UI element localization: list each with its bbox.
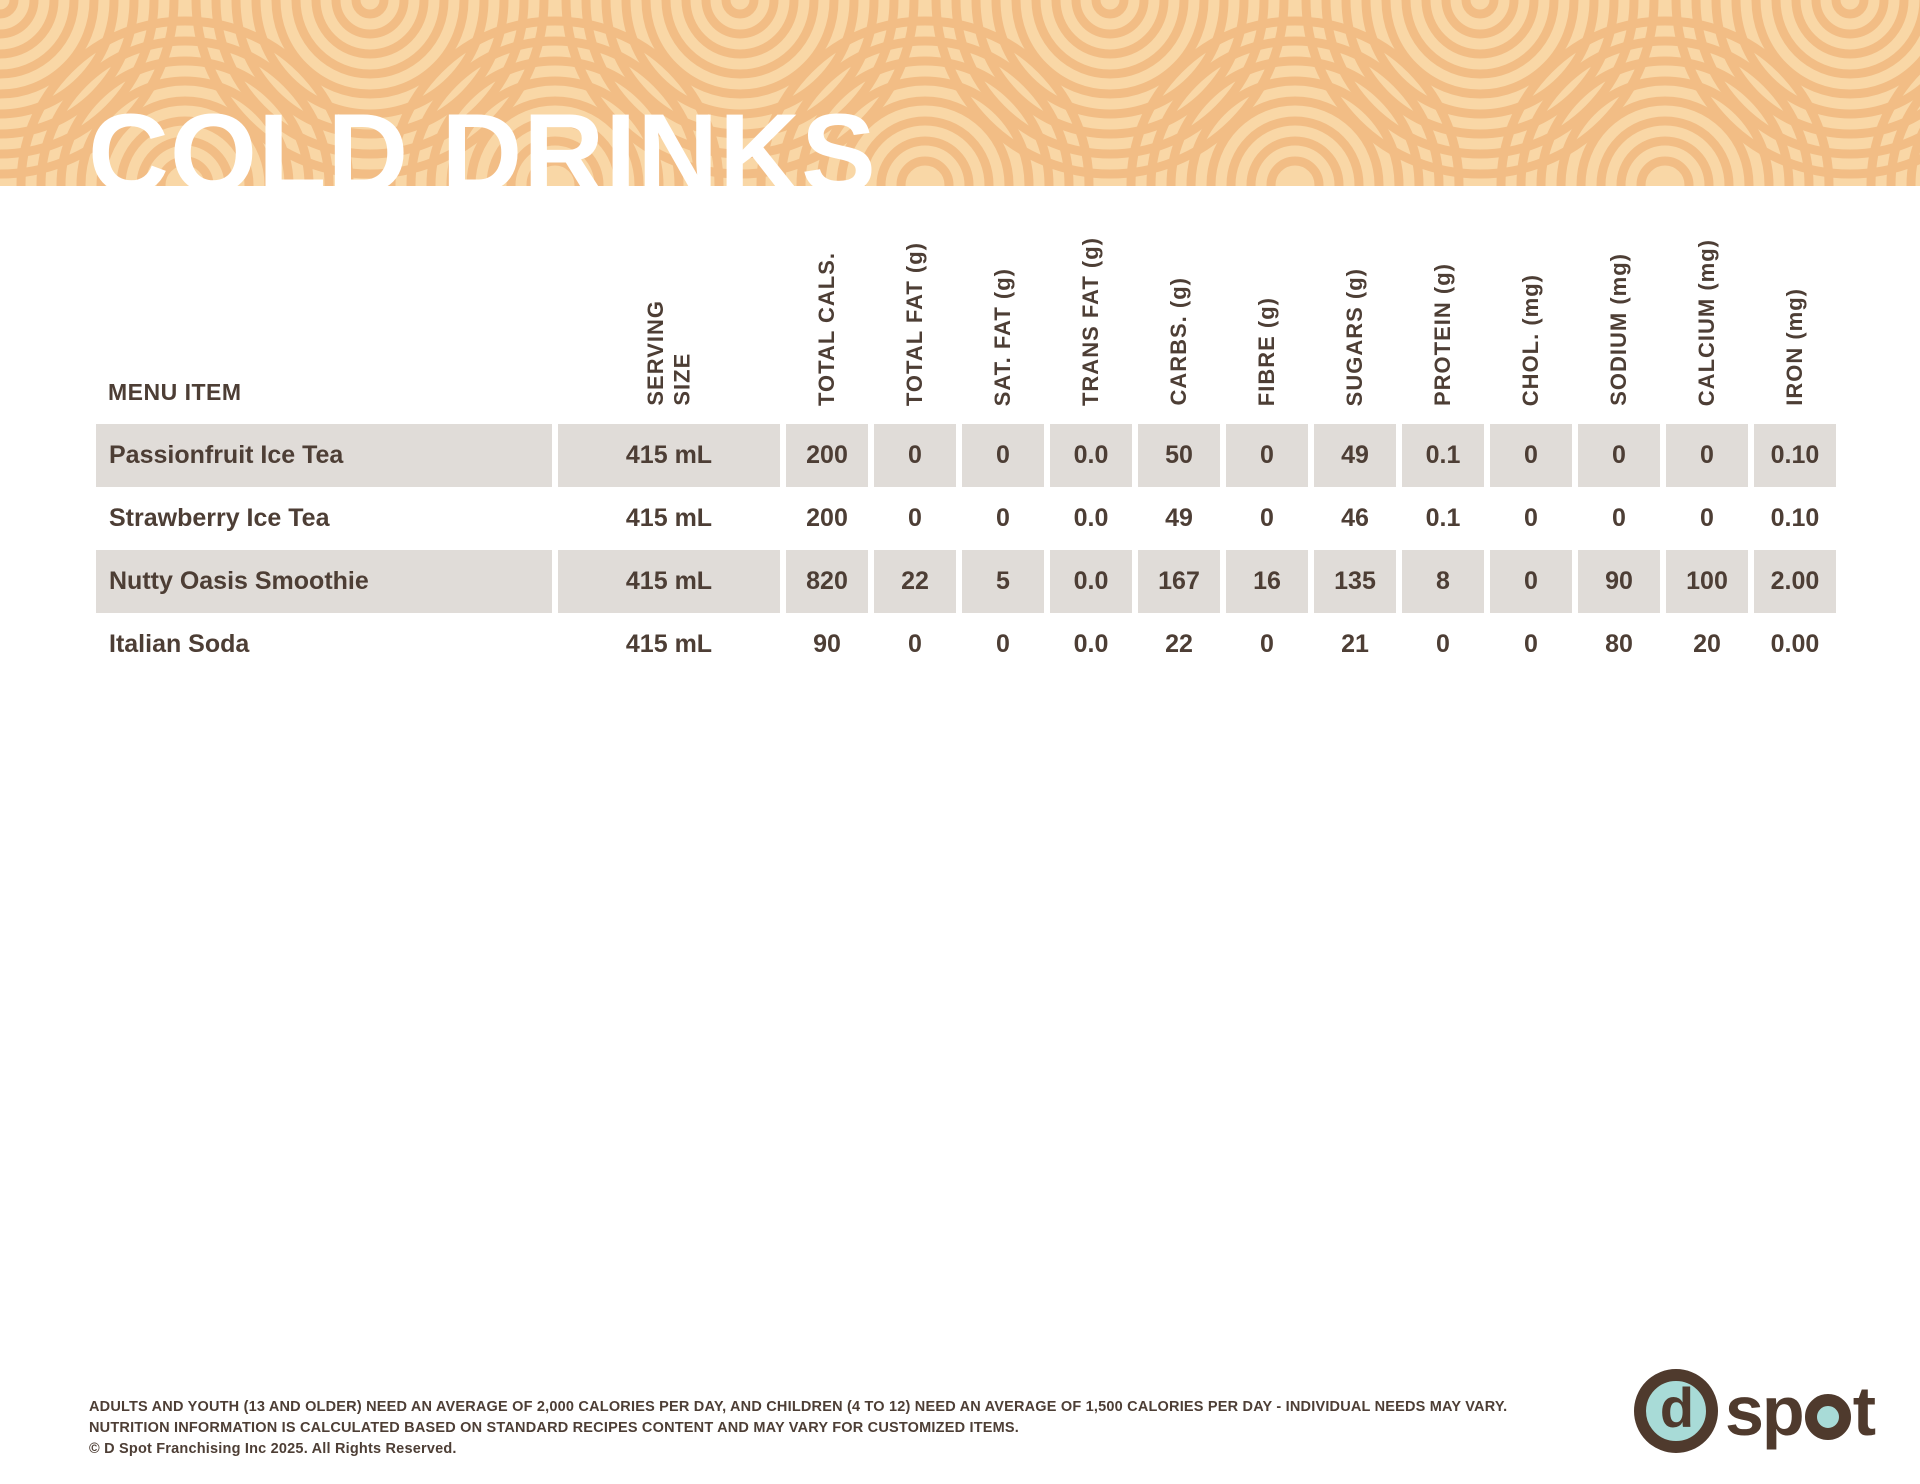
value-cell: 2.00 xyxy=(1754,550,1836,613)
logo-text-t: t xyxy=(1852,1372,1876,1450)
copyright-line: © D Spot Franchising Inc 2025. All Right… xyxy=(89,1441,457,1457)
value-cell: 46 xyxy=(1341,504,1369,532)
value-cell: 0.0 xyxy=(1073,630,1109,658)
value-cell: 90 xyxy=(813,630,841,658)
logo-d-circle-icon: d xyxy=(1634,1369,1718,1453)
value-cell: 0 xyxy=(1260,630,1274,658)
value-cell: 415 mL xyxy=(558,424,780,487)
value-cell: 0 xyxy=(1490,550,1572,613)
column-header-label: PROTEIN (g) xyxy=(1429,263,1455,406)
column-header-label: CHOL. (mg) xyxy=(1517,273,1543,406)
column-header-fibre: FIBRE (g) xyxy=(1226,222,1308,424)
value-cell: 0 xyxy=(1436,630,1450,658)
value-cell: 200 xyxy=(806,504,848,532)
value-cell: 5 xyxy=(962,550,1044,613)
value-cell: 90 xyxy=(1578,550,1660,613)
menu-item-cell: Italian Soda xyxy=(109,630,250,658)
value-cell: 135 xyxy=(1314,550,1396,613)
header-band: COLD DRINKS xyxy=(0,0,1920,186)
value-cell: 167 xyxy=(1138,550,1220,613)
column-header-menu-item: MENU ITEM xyxy=(96,222,552,424)
column-header-label: CARBS. (g) xyxy=(1165,277,1191,406)
value-cell: 0.00 xyxy=(1770,630,1820,658)
value-cell: 0 xyxy=(908,504,922,532)
value-cell: 0 xyxy=(962,424,1044,487)
value-cell: 0.1 xyxy=(1425,504,1461,532)
value-cell: 0 xyxy=(874,424,956,487)
menu-item-cell: Strawberry Ice Tea xyxy=(109,504,330,532)
value-cell: 0 xyxy=(1226,424,1308,487)
value-cell: 100 xyxy=(1666,550,1748,613)
column-header-label: FIBRE (g) xyxy=(1253,296,1279,406)
value-cell: 21 xyxy=(1341,630,1369,658)
value-cell: 0 xyxy=(1524,630,1538,658)
column-header-label: CALCIUM (mg) xyxy=(1693,238,1719,406)
column-header-calcium: CALCIUM (mg) xyxy=(1666,222,1748,424)
value-cell: 415 mL xyxy=(625,630,713,658)
disclaimer-line-1: ADULTS AND YOUTH (13 AND OLDER) NEED AN … xyxy=(89,1399,1508,1415)
column-header-carbs: CARBS. (g) xyxy=(1138,222,1220,424)
column-header-sodium: SODIUM (mg) xyxy=(1578,222,1660,424)
value-cell: 0 xyxy=(1700,504,1714,532)
column-header-label: IRON (mg) xyxy=(1781,288,1807,406)
value-cell: 49 xyxy=(1165,504,1193,532)
footer-disclaimer: ADULTS AND YOUTH (13 AND OLDER) NEED AN … xyxy=(89,1397,1507,1460)
value-cell: 0.0 xyxy=(1050,424,1132,487)
value-cell: 16 xyxy=(1226,550,1308,613)
value-cell: 50 xyxy=(1138,424,1220,487)
column-header-total-fat: TOTAL FAT (g) xyxy=(874,222,956,424)
value-cell: 0.10 xyxy=(1770,504,1820,532)
column-header-iron: IRON (mg) xyxy=(1754,222,1836,424)
value-cell: 415 mL xyxy=(558,550,780,613)
value-cell: 0 xyxy=(1260,504,1274,532)
swirl-pattern-icon xyxy=(0,0,1920,186)
logo-wordmark: sp t xyxy=(1725,1376,1876,1446)
menu-item-cell: Passionfruit Ice Tea xyxy=(96,424,552,487)
value-cell: 0 xyxy=(1524,504,1538,532)
column-header-trans-fat: TRANS FAT (g) xyxy=(1050,222,1132,424)
column-header-label: SODIUM (mg) xyxy=(1605,253,1631,406)
column-header-label: SERVING SIZE xyxy=(642,300,694,406)
column-header-protein: PROTEIN (g) xyxy=(1402,222,1484,424)
nutrition-table: MENU ITEM SERVING SIZE TOTAL CALS. TOTAL… xyxy=(96,222,1836,676)
value-cell: 8 xyxy=(1402,550,1484,613)
value-cell: 0 xyxy=(996,504,1010,532)
column-header-chol: CHOL. (mg) xyxy=(1490,222,1572,424)
disclaimer-line-2: NUTRITION INFORMATION IS CALCULATED BASE… xyxy=(89,1420,1020,1436)
value-cell: 22 xyxy=(1165,630,1193,658)
value-cell: 0 xyxy=(1666,424,1748,487)
value-cell: 0 xyxy=(908,630,922,658)
value-cell: 0 xyxy=(1612,504,1626,532)
value-cell: 820 xyxy=(786,550,868,613)
brand-logo: d sp t xyxy=(1634,1369,1876,1453)
logo-letter-o-icon xyxy=(1804,1394,1851,1440)
value-cell: 0.0 xyxy=(1073,504,1109,532)
value-cell: 0.1 xyxy=(1402,424,1484,487)
value-cell: 80 xyxy=(1605,630,1633,658)
menu-item-cell: Nutty Oasis Smoothie xyxy=(96,550,552,613)
value-cell: 0.10 xyxy=(1754,424,1836,487)
value-cell: 0 xyxy=(1578,424,1660,487)
value-cell: 22 xyxy=(874,550,956,613)
column-header-label: SUGARS (g) xyxy=(1341,267,1367,406)
logo-text-sp: sp xyxy=(1725,1372,1805,1450)
column-header-label: TOTAL CALS. xyxy=(813,252,839,406)
value-cell: 0 xyxy=(996,630,1010,658)
value-cell: 200 xyxy=(786,424,868,487)
value-cell: 0 xyxy=(1490,424,1572,487)
column-header-serving-size: SERVING SIZE xyxy=(558,222,780,424)
value-cell: 0.0 xyxy=(1050,550,1132,613)
column-header-label: SAT. FAT (g) xyxy=(989,267,1015,406)
value-cell: 20 xyxy=(1693,630,1721,658)
column-header-label: TRANS FAT (g) xyxy=(1077,236,1103,406)
value-cell: 49 xyxy=(1314,424,1396,487)
value-cell: 415 mL xyxy=(625,504,713,532)
page-title: COLD DRINKS xyxy=(88,91,877,187)
column-header-sat-fat: SAT. FAT (g) xyxy=(962,222,1044,424)
logo-letter-d: d xyxy=(1659,1376,1695,1439)
column-header-sugars: SUGARS (g) xyxy=(1314,222,1396,424)
column-header-total-cals: TOTAL CALS. xyxy=(786,222,868,424)
column-header-label: TOTAL FAT (g) xyxy=(901,241,927,406)
column-header-label: MENU ITEM xyxy=(108,379,242,405)
